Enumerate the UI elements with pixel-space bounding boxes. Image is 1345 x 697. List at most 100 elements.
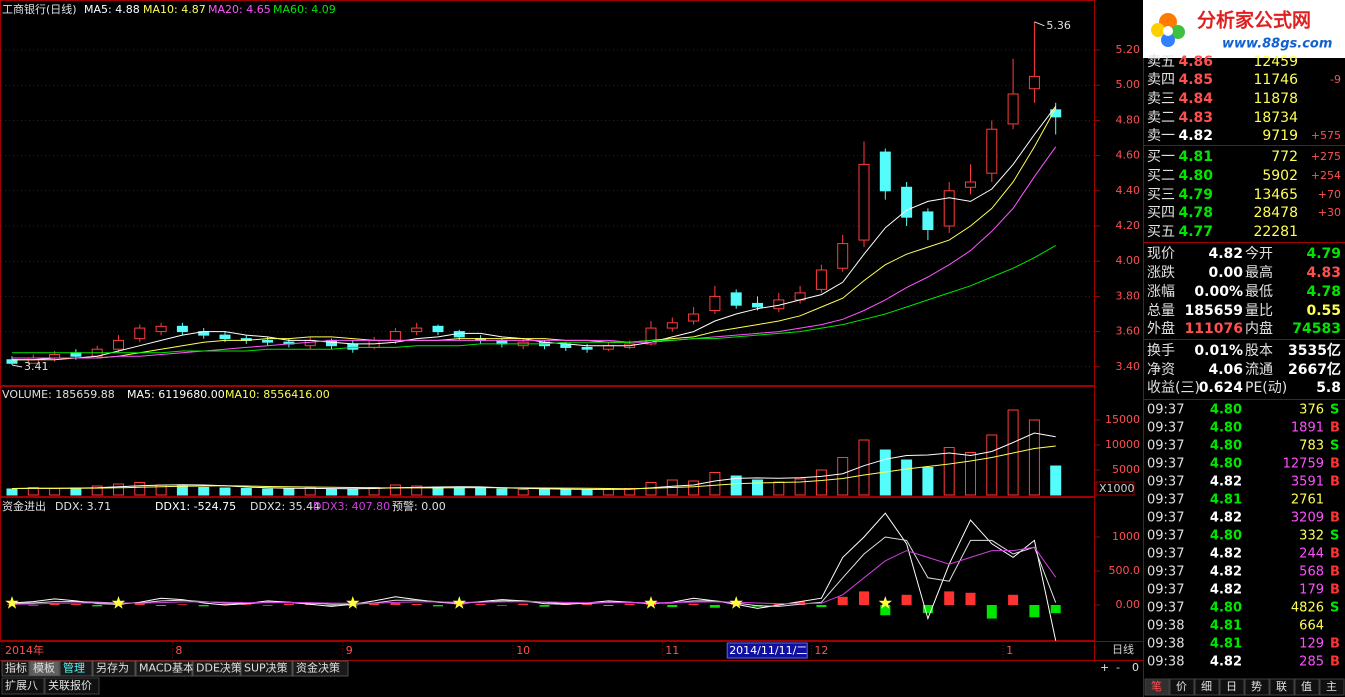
- trade-side: B: [1330, 421, 1340, 436]
- stat-value: 4.78: [1306, 284, 1341, 300]
- book-label: 买一: [1147, 149, 1175, 165]
- side-tab[interactable]: [1144, 678, 1170, 696]
- ddx-bar: [667, 605, 678, 608]
- trade-volume: 568: [1299, 565, 1324, 580]
- tab-label[interactable]: MACD基本: [139, 661, 194, 675]
- tab[interactable]: [1, 660, 30, 677]
- trade-time: 09:37: [1147, 601, 1184, 616]
- side-tab-label[interactable]: 势: [1251, 680, 1262, 693]
- zoom-button[interactable]: -: [1116, 661, 1120, 674]
- ddx-bar: [603, 605, 614, 607]
- side-tab-label[interactable]: 值: [1301, 680, 1312, 693]
- stat-label: 涨跌: [1147, 265, 1175, 281]
- tab-label[interactable]: 管理: [63, 661, 85, 675]
- trade-price: 4.82: [1210, 655, 1242, 670]
- candle-body: [347, 343, 359, 350]
- trade-price: 4.80: [1210, 529, 1242, 544]
- trade-side: S: [1330, 601, 1339, 616]
- tab[interactable]: [59, 660, 93, 677]
- side-tab[interactable]: [1294, 678, 1320, 696]
- side-tab-label[interactable]: 日: [1226, 680, 1237, 693]
- stat-value: 0.55: [1306, 303, 1341, 319]
- trade-price: 4.81: [1210, 637, 1242, 652]
- x-tick-label: 8: [175, 644, 182, 657]
- candle-body: [155, 325, 167, 333]
- side-tab[interactable]: [1194, 678, 1220, 696]
- ddx-bar: [859, 591, 869, 605]
- y-tick-label: 500.0: [1109, 564, 1141, 577]
- volume-bar: [1028, 419, 1040, 496]
- trade-volume: 285: [1299, 655, 1324, 670]
- book-change: +275: [1311, 150, 1341, 163]
- tab[interactable]: [292, 660, 349, 677]
- tab[interactable]: [92, 660, 136, 677]
- header-text: 工商银行(日线): [2, 2, 77, 16]
- book-price: 4.78: [1178, 205, 1213, 221]
- side-tab-label[interactable]: 主: [1326, 680, 1337, 693]
- trade-volume: 3209: [1291, 511, 1324, 526]
- header-text: 资金进出: [2, 499, 46, 513]
- side-tab-label[interactable]: 价: [1176, 680, 1187, 693]
- ddx-bar: [241, 604, 252, 605]
- tab-label[interactable]: 扩展八: [5, 678, 38, 692]
- signal-star: [729, 596, 743, 609]
- ddx-bar: [624, 603, 635, 605]
- y-tick-label: 4.20: [1116, 219, 1141, 232]
- candle-body: [901, 186, 913, 218]
- tab-label[interactable]: 指标: [5, 661, 27, 675]
- stat-label: 最低: [1245, 284, 1273, 300]
- trade-time: 09:37: [1147, 547, 1184, 562]
- ddx-bar: [92, 605, 103, 607]
- zoom-button[interactable]: 0: [1132, 661, 1139, 674]
- trade-time: 09:37: [1147, 511, 1184, 526]
- side-tab[interactable]: [1219, 678, 1245, 696]
- tab-label[interactable]: 模板: [33, 661, 55, 675]
- tab[interactable]: [192, 660, 241, 677]
- trade-side: B: [1330, 565, 1340, 580]
- ddx-bar: [134, 602, 145, 605]
- tab-label[interactable]: 关联报价: [48, 678, 92, 692]
- stat-value: 111076: [1185, 321, 1243, 337]
- volume-bar: [475, 488, 487, 496]
- header-text: MA20: 4.65: [208, 3, 271, 16]
- trade-price: 4.80: [1210, 421, 1242, 436]
- side-tab[interactable]: [1169, 678, 1195, 696]
- tab[interactable]: [135, 660, 193, 677]
- trade-side: B: [1330, 655, 1340, 670]
- side-tab-label[interactable]: 笔: [1151, 679, 1162, 693]
- tab-label[interactable]: 另存为: [96, 661, 129, 675]
- side-tab-label[interactable]: 联: [1276, 680, 1287, 693]
- tab[interactable]: [44, 677, 100, 695]
- volume-bar: [688, 480, 700, 496]
- candle-body: [943, 190, 955, 227]
- candle-body: [837, 243, 849, 269]
- book-volume: 9719: [1262, 128, 1298, 144]
- stat-label: 流通: [1245, 362, 1273, 378]
- signal-star: [5, 596, 19, 609]
- side-tab[interactable]: [1319, 678, 1345, 696]
- stat-label: 涨幅: [1147, 284, 1175, 300]
- trade-time: 09:37: [1147, 457, 1184, 472]
- book-label: 买四: [1147, 205, 1175, 221]
- volume-bar: [262, 488, 274, 496]
- y-tick-label: 4.40: [1116, 184, 1141, 197]
- tab-label[interactable]: 资金决策: [296, 661, 340, 675]
- tab[interactable]: [1, 677, 45, 695]
- volume-bar: [773, 481, 785, 496]
- side-tab[interactable]: [1244, 678, 1270, 696]
- side-tab-label[interactable]: 细: [1201, 680, 1212, 693]
- ddx-bar: [901, 594, 912, 605]
- header-text: DDX3: 407.80: [313, 500, 390, 513]
- tab-label[interactable]: DDE决策: [196, 661, 242, 675]
- stat-value: 0.00: [1208, 265, 1243, 281]
- tab[interactable]: [29, 660, 60, 677]
- volume-bar: [709, 472, 721, 496]
- ma-line: [11, 546, 1057, 605]
- trade-side: B: [1330, 475, 1340, 490]
- side-tab[interactable]: [1269, 678, 1295, 696]
- tab[interactable]: [240, 660, 293, 677]
- zoom-button[interactable]: +: [1100, 661, 1109, 674]
- stat-label: 股本: [1245, 343, 1273, 359]
- tab-label[interactable]: SUP决策: [244, 661, 288, 675]
